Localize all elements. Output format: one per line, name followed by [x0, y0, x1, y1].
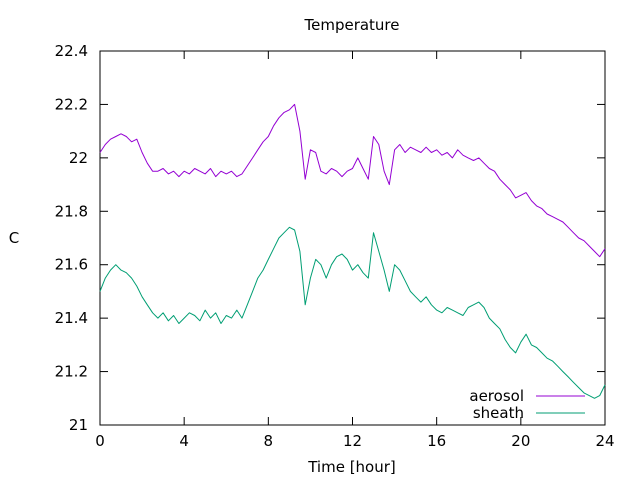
legend-label-sheath: sheath [473, 404, 524, 422]
x-tick-label: 16 [427, 432, 446, 450]
y-tick-label: 21.2 [55, 363, 88, 381]
y-axis-label: C [9, 229, 19, 247]
y-tick-label: 21.8 [55, 202, 88, 220]
series-line-sheath [99, 226, 606, 399]
x-tick-label: 8 [264, 432, 274, 450]
x-tick-label: 0 [95, 432, 105, 450]
y-tick-label: 22.2 [55, 95, 88, 113]
y-tick-label: 21.6 [55, 256, 88, 274]
x-tick-label: 20 [511, 432, 530, 450]
series-group [99, 103, 606, 399]
legend-label-aerosol: aerosol [469, 387, 524, 405]
y-tick-label: 22.4 [55, 42, 88, 60]
x-tick-label: 12 [343, 432, 362, 450]
x-tick-label: 24 [595, 432, 614, 450]
y-tick-label: 22 [69, 149, 88, 167]
axes: 0 4 8 12 16 20 24 21 21.2 21.4 21.6 21.8 22 22.2 22.4 [55, 42, 615, 450]
chart-title: Temperature [303, 16, 399, 34]
y-tick-label: 21.4 [55, 309, 88, 327]
x-tick-label: 4 [179, 432, 189, 450]
plot-frame [99, 50, 606, 426]
y-tick-label: 21 [69, 416, 88, 434]
x-axis-label: Time [hour] [307, 458, 396, 476]
series-line-aerosol [99, 103, 606, 258]
